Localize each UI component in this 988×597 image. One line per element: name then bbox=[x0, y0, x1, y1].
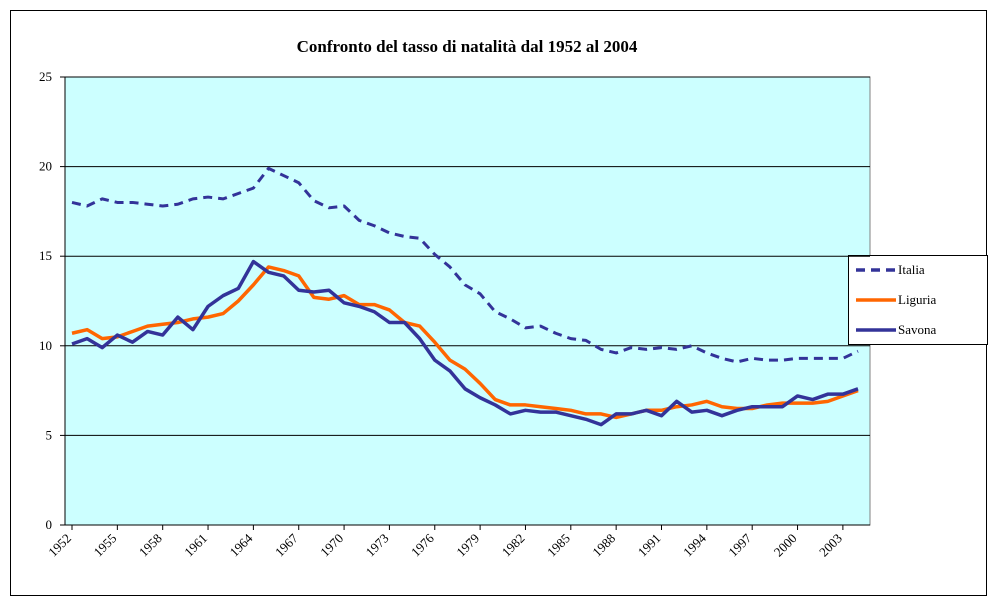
chart-title: Confronto del tasso di natalità dal 1952… bbox=[297, 37, 638, 56]
y-tick-label: 20 bbox=[39, 159, 52, 174]
y-tick-label: 0 bbox=[46, 517, 53, 532]
y-tick-label: 25 bbox=[39, 69, 52, 84]
y-tick-label: 10 bbox=[39, 338, 52, 353]
legend-label: Savona bbox=[898, 322, 937, 337]
line-series bbox=[71, 166, 859, 364]
line-series bbox=[71, 265, 859, 420]
legend-label: Liguria bbox=[898, 292, 936, 307]
plot-area bbox=[64, 76, 871, 526]
y-tick-label: 15 bbox=[39, 248, 52, 263]
legend-label: Italia bbox=[898, 262, 925, 277]
y-tick-label: 5 bbox=[46, 427, 53, 442]
line-series bbox=[71, 259, 859, 427]
